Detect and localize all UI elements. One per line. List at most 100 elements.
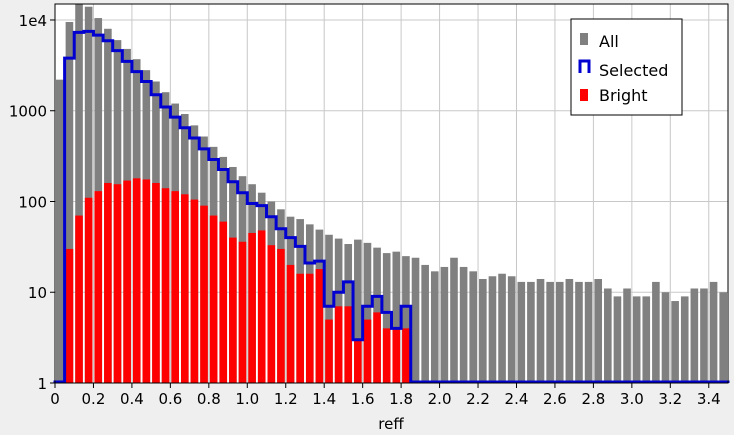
legend: All Selected Bright — [570, 18, 683, 116]
bar-bright — [219, 221, 228, 383]
y-tick-label: 100 — [18, 193, 47, 211]
bar-all — [382, 253, 391, 383]
x-tick-label: 2.4 — [505, 390, 529, 408]
bar-bright — [123, 180, 131, 383]
bar-bright — [75, 215, 83, 383]
legend-label-bright: Bright — [599, 86, 648, 105]
bar-bright — [373, 312, 381, 383]
bar-all — [652, 281, 660, 383]
bar-bright — [132, 178, 141, 383]
x-tick-label: 0.4 — [120, 390, 144, 408]
bar-bright — [161, 188, 170, 383]
bar-all — [642, 296, 651, 383]
x-tick-label: 0 — [50, 390, 60, 408]
bars — [56, 4, 727, 384]
bar-all — [527, 281, 535, 383]
legend-swatch-all — [580, 33, 588, 45]
bar-all — [613, 296, 622, 383]
y-tick-label: 1000 — [9, 103, 47, 121]
bar-bright — [325, 319, 333, 383]
bar-all — [325, 234, 333, 383]
bar-bright — [315, 269, 324, 383]
legend-label-selected: Selected — [599, 61, 668, 80]
x-tick-label: 1.2 — [274, 390, 298, 408]
bar-all — [479, 278, 487, 383]
x-axis-title: reff — [378, 415, 404, 433]
bar-all — [594, 278, 603, 383]
bar-bright — [257, 230, 266, 383]
bar-bright — [354, 339, 362, 383]
bar-all — [661, 292, 670, 383]
x-tick-label: 1.4 — [312, 390, 336, 408]
bar-bright — [296, 273, 304, 383]
bar-bright — [229, 237, 237, 383]
y-tick-label: 1 — [37, 375, 47, 393]
selected-step-line — [53, 29, 730, 384]
legend-swatch-bright — [580, 89, 588, 101]
y-tick-label: 1e4 — [19, 12, 47, 30]
bar-all — [392, 251, 401, 383]
bar-all — [75, 4, 83, 383]
x-tick-label: 0.6 — [158, 390, 182, 408]
bar-bright — [363, 319, 372, 383]
y-tick-label: 10 — [28, 284, 47, 302]
bar-all — [555, 281, 564, 383]
bar-bright — [277, 248, 285, 383]
bar-all — [65, 22, 74, 383]
bar-bright — [267, 245, 276, 383]
bar-all — [565, 278, 574, 383]
plot-frame — [54, 3, 729, 384]
bar-bright — [104, 182, 112, 383]
bar-all — [507, 276, 516, 383]
legend-label-all: All — [599, 32, 619, 51]
bar-bright — [84, 197, 93, 383]
bar-all — [56, 79, 64, 383]
x-tick-label: 2.8 — [581, 390, 605, 408]
bar-all — [632, 296, 641, 383]
bar-all — [430, 271, 439, 383]
bar-bright — [286, 264, 295, 383]
x-tick-label: 0.2 — [82, 390, 106, 408]
bar-all — [536, 278, 545, 383]
bar-all — [469, 271, 478, 383]
bar-bright — [305, 273, 314, 383]
bar-bright — [248, 232, 256, 383]
bar-bright — [382, 328, 391, 383]
x-tick-label: 0.8 — [197, 390, 221, 408]
bar-all — [575, 281, 583, 383]
bar-all — [680, 296, 689, 383]
bar-all — [584, 281, 593, 383]
bar-all — [623, 288, 631, 383]
bar-bright — [113, 184, 122, 383]
bar-all — [719, 292, 727, 383]
bar-bright — [200, 205, 208, 383]
bar-all — [671, 301, 679, 383]
x-tick-label: 1.8 — [389, 390, 413, 408]
bar-bright — [238, 241, 247, 383]
x-tick-label: 1.0 — [235, 390, 259, 408]
bar-bright — [190, 199, 199, 383]
bar-all — [421, 264, 429, 383]
bar-all — [459, 266, 468, 383]
bar-bright — [65, 248, 74, 383]
bar-all — [440, 266, 449, 383]
bar-bright — [171, 191, 179, 383]
x-tick-label: 3.2 — [658, 390, 682, 408]
bar-all — [517, 281, 526, 383]
bar-bright — [94, 191, 103, 383]
bar-bright — [392, 328, 401, 383]
bar-bright — [344, 306, 353, 383]
bar-all — [411, 257, 420, 383]
bar-all — [488, 276, 497, 383]
x-tick-label: 2.6 — [543, 390, 567, 408]
bar-all — [690, 288, 699, 383]
bar-all — [709, 281, 718, 383]
bar-all — [402, 256, 410, 383]
bar-all — [546, 281, 554, 383]
x-tick-label: 3.0 — [620, 390, 644, 408]
bar-all — [498, 273, 506, 383]
x-tick-label: 1.6 — [351, 390, 375, 408]
bar-all — [363, 242, 372, 383]
legend-swatch-selected — [578, 59, 591, 73]
